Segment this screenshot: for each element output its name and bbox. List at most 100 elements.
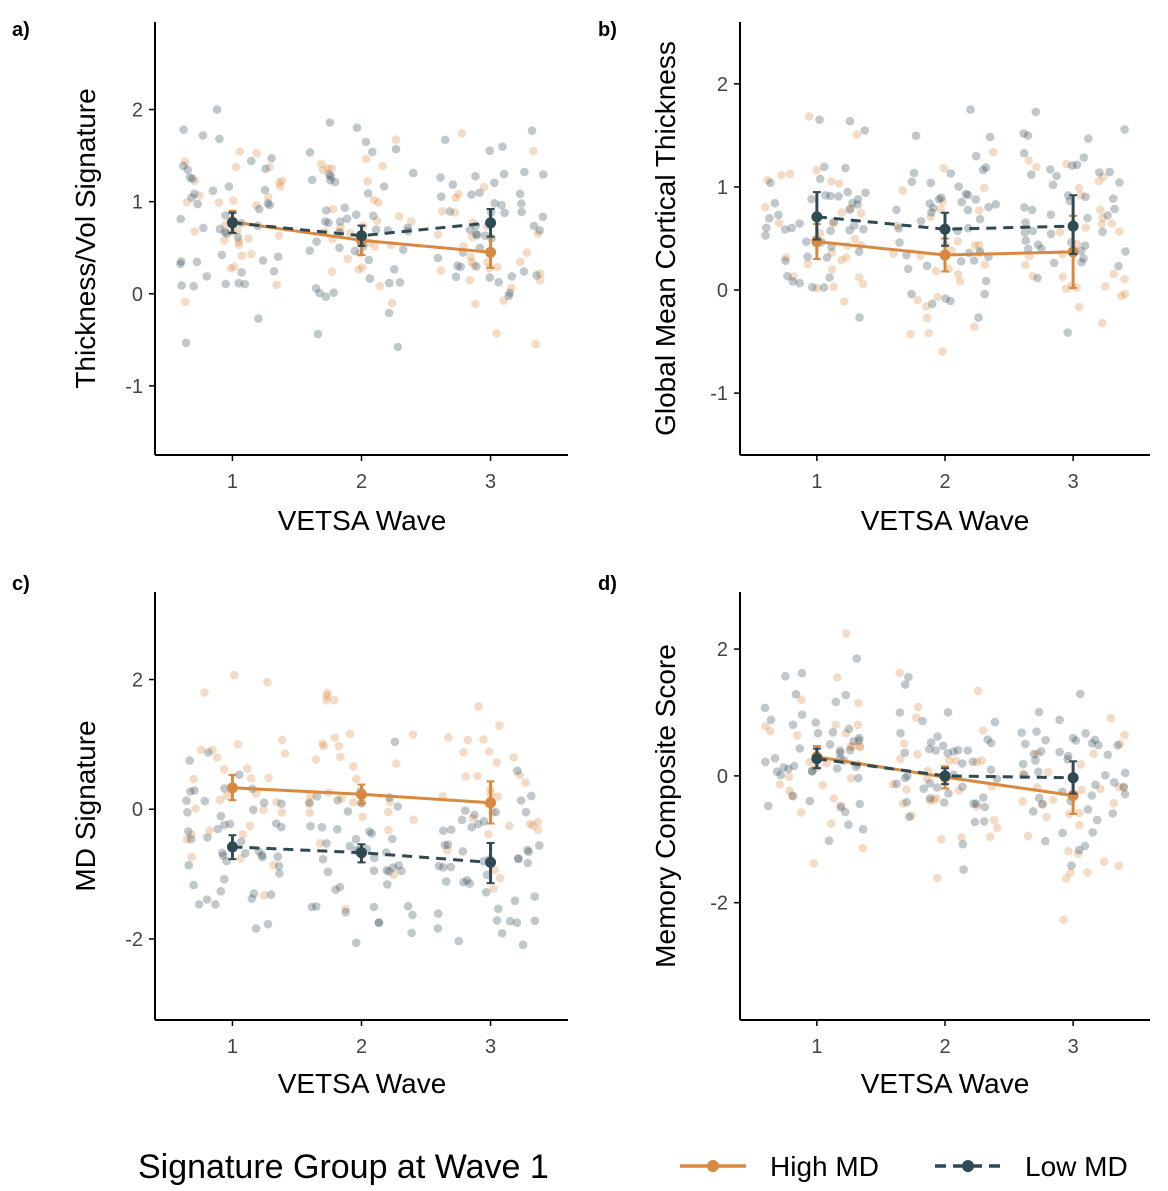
observation-point [1119, 783, 1128, 792]
observation-point [226, 264, 236, 273]
observation-point [349, 762, 358, 771]
observation-point [913, 750, 922, 759]
observation-point [304, 797, 314, 807]
observation-point [193, 199, 202, 209]
observation-point [343, 254, 352, 264]
observation-point [515, 189, 525, 199]
observation-point [236, 854, 246, 863]
observation-point [827, 177, 836, 186]
observation-point [1119, 782, 1129, 792]
observation-point [943, 708, 953, 717]
observation-points [182, 670, 544, 950]
observation-point [261, 164, 270, 174]
observation-point [222, 791, 232, 800]
observation-point [465, 225, 475, 235]
observation-point [448, 180, 458, 189]
observation-point [445, 207, 455, 216]
observation-point [393, 342, 403, 352]
observation-point [906, 329, 915, 339]
observation-point [306, 821, 315, 831]
observation-point [364, 255, 374, 265]
observation-point [852, 130, 862, 139]
observation-point [409, 815, 418, 824]
observation-point [1027, 170, 1036, 179]
x-axis-title: VETSA Wave [278, 1068, 447, 1099]
mean-point [485, 217, 497, 229]
observation-point [224, 182, 234, 191]
x-tick-label: 3 [1068, 1036, 1079, 1058]
observation-point [824, 836, 834, 846]
observation-point [936, 193, 946, 202]
observation-point [204, 748, 213, 757]
observation-point [305, 799, 314, 808]
observation-point [337, 794, 346, 803]
observation-point [265, 162, 274, 172]
observation-point [835, 748, 845, 758]
observation-point [855, 799, 865, 809]
observation-point [856, 208, 866, 218]
observation-point [433, 924, 443, 933]
observation-point [797, 710, 807, 719]
observation-point [533, 825, 543, 835]
legend: Signature Group at Wave 1 High MD Low MD [138, 1148, 1128, 1186]
x-tick-label: 3 [485, 1036, 496, 1058]
observation-point [825, 273, 834, 282]
observation-point [1101, 771, 1110, 780]
observation-point [504, 291, 513, 301]
observation-point [313, 329, 323, 339]
observation-point [384, 825, 393, 835]
observation-point [458, 847, 468, 856]
observation-point [980, 289, 989, 299]
observation-point [307, 902, 317, 912]
observation-point [263, 199, 273, 208]
mean-point [226, 782, 238, 794]
observation-point [311, 755, 321, 764]
observation-point [202, 272, 212, 281]
observation-point [1018, 797, 1027, 806]
y-axis-title: MD Signature [70, 720, 101, 891]
observation-point [220, 227, 230, 237]
observation-point [925, 199, 934, 208]
observation-point [1027, 205, 1037, 215]
observation-point [182, 796, 191, 805]
observation-point [895, 238, 904, 247]
observation-point [846, 742, 855, 751]
panel-label: a) [12, 19, 30, 41]
observation-point [252, 148, 261, 158]
observation-point [459, 877, 468, 887]
observation-point [898, 186, 907, 195]
mean-point [811, 753, 823, 765]
observation-point [1074, 845, 1084, 855]
observation-point [319, 741, 329, 751]
observation-point [466, 252, 476, 262]
observation-point [825, 740, 835, 749]
observation-point [249, 805, 258, 815]
observation-point [1087, 739, 1097, 748]
observation-point [1074, 849, 1083, 858]
observation-point [1020, 203, 1029, 212]
observation-point [182, 197, 192, 207]
y-tick-label: -1 [710, 383, 728, 405]
observation-point [351, 210, 361, 219]
mean-point [226, 841, 238, 853]
observation-point [1041, 735, 1050, 745]
observation-point [846, 773, 856, 783]
observation-point [390, 737, 400, 747]
observation-point [462, 876, 472, 885]
observation-point [1028, 807, 1038, 816]
x-axis-title: VETSA Wave [861, 1068, 1030, 1099]
observation-point [902, 797, 912, 807]
observation-point [374, 918, 384, 927]
observation-point [845, 116, 855, 126]
observation-point [787, 223, 796, 233]
observation-point [515, 257, 525, 267]
observation-point [829, 282, 838, 292]
observation-point [971, 151, 981, 161]
observation-point [407, 217, 416, 226]
observation-point [192, 257, 202, 267]
observation-point [1108, 809, 1117, 818]
y-tick-label: 0 [717, 766, 728, 788]
y-axis-title: Memory Composite Score [650, 644, 681, 968]
observation-point [968, 757, 978, 766]
observation-point [1032, 727, 1041, 736]
